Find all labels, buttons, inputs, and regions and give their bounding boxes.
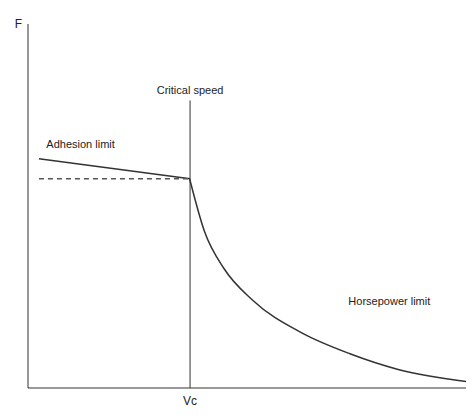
svg-text:Critical speed: Critical speed bbox=[157, 84, 224, 96]
svg-text:Horsepower limit: Horsepower limit bbox=[348, 295, 430, 307]
svg-text:Adhesion limit: Adhesion limit bbox=[46, 138, 114, 150]
svg-text:Vc: Vc bbox=[183, 394, 197, 408]
svg-text:F: F bbox=[15, 17, 22, 31]
